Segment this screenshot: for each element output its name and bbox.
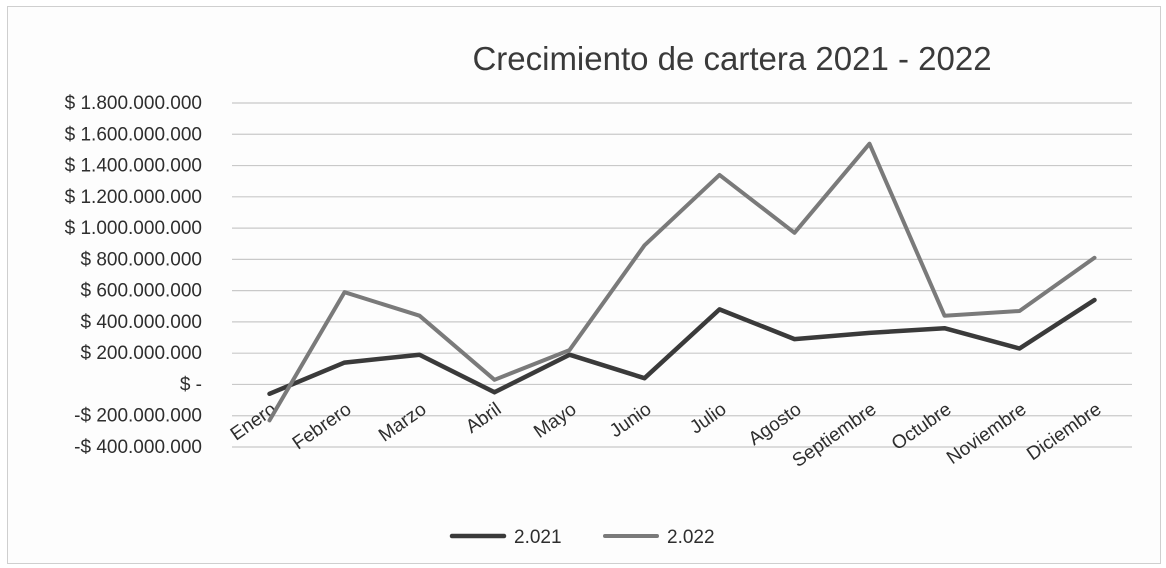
- data-point: [494, 391, 495, 393]
- x-tick-label: Noviembre: [943, 399, 1030, 469]
- data-point: [944, 315, 945, 317]
- data-point: [494, 379, 495, 381]
- data-point: [794, 232, 795, 234]
- data-point: [869, 143, 870, 145]
- grid-lines: [232, 102, 1132, 448]
- legend: 2.021 2.022: [449, 527, 715, 548]
- data-point: [869, 332, 870, 334]
- x-tick-label: Mayo: [530, 399, 580, 443]
- data-point: [344, 291, 345, 293]
- data-point: [419, 354, 420, 356]
- y-tick-label: $ 600.000.000: [80, 281, 202, 302]
- data-point: [1094, 257, 1095, 259]
- y-tick-label: -$ 200.000.000: [74, 406, 202, 427]
- y-tick-label: $ 1.600.000.000: [65, 124, 202, 145]
- x-tick-label: Agosto: [745, 399, 806, 450]
- series-lines: [267, 141, 1097, 423]
- legend-label: 2.022: [667, 527, 715, 548]
- data-point: [569, 349, 570, 351]
- x-tick-label: Febrero: [289, 399, 356, 454]
- y-tick-label: $ 800.000.000: [80, 249, 202, 270]
- data-point: [944, 327, 945, 329]
- x-tick-label: Julio: [686, 399, 730, 439]
- chart-frame: [7, 6, 1161, 564]
- y-tick-label: $ 1.400.000.000: [65, 156, 202, 177]
- x-tick-label: Junio: [606, 399, 655, 442]
- x-axis-ticks: Enero Febrero Marzo Abril Mayo Junio Julio Agos…: [227, 399, 1106, 472]
- data-point: [1019, 347, 1020, 349]
- data-point: [644, 377, 645, 379]
- chart-title: Crecimiento de cartera 2021 - 2022: [472, 40, 991, 77]
- data-point: [719, 308, 720, 310]
- data-point: [1019, 310, 1020, 312]
- x-tick-label: Enero: [227, 399, 281, 445]
- y-tick-label: $ 1.000.000.000: [65, 218, 202, 239]
- data-point: [269, 393, 270, 395]
- y-tick-label: $ 1.200.000.000: [65, 187, 202, 208]
- y-tick-label: $ 1.800.000.000: [65, 93, 202, 114]
- y-tick-label: -$ 400.000.000: [74, 437, 202, 458]
- data-point: [569, 354, 570, 356]
- data-point: [794, 338, 795, 340]
- data-point: [269, 419, 270, 421]
- data-point: [419, 315, 420, 317]
- data-point: [344, 362, 345, 364]
- x-tick-label: Septiembre: [789, 399, 881, 472]
- y-tick-label: $ 200.000.000: [80, 343, 202, 364]
- data-point: [1094, 299, 1095, 301]
- x-tick-label: Marzo: [375, 399, 430, 446]
- x-tick-label: Abril: [462, 399, 505, 438]
- x-tick-label: Diciembre: [1023, 399, 1105, 465]
- series-line-2.022: [267, 141, 1097, 423]
- series-line-2.021: [267, 297, 1097, 397]
- y-tick-label: $ 400.000.000: [80, 312, 202, 333]
- y-tick-label: $ -: [180, 374, 202, 395]
- data-point: [644, 244, 645, 246]
- legend-label: 2.021: [514, 527, 562, 548]
- data-point: [719, 174, 720, 176]
- y-axis-ticks: $ 1.800.000.000 $ 1.600.000.000 $ 1.400.00…: [65, 93, 202, 458]
